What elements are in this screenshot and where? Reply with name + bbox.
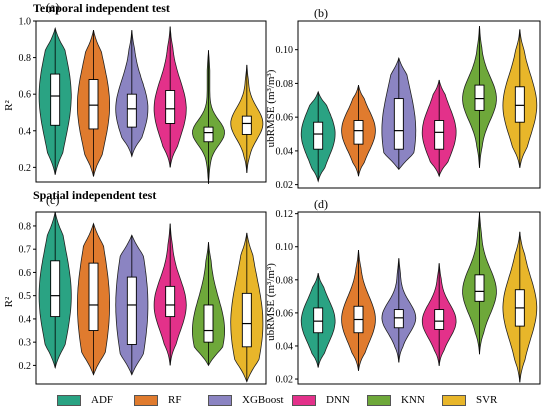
legend: ADF RF XGBoost DNN KNN SVR bbox=[30, 392, 550, 408]
panel-label: (a) bbox=[46, 0, 59, 14]
y-tick-label: 0.2 bbox=[19, 361, 32, 372]
y-tick-label: 0.08 bbox=[276, 275, 294, 286]
legend-swatch-rf bbox=[134, 394, 158, 406]
legend-label-dnn: DNN bbox=[326, 394, 350, 406]
box-dnn bbox=[434, 309, 445, 330]
box-knn bbox=[474, 84, 485, 111]
legend-item-rf: RF bbox=[134, 392, 181, 408]
y-tick-label: 0.02 bbox=[276, 375, 294, 386]
panel-label: (b) bbox=[314, 6, 328, 20]
box-svr bbox=[241, 115, 252, 135]
legend-swatch-adf bbox=[57, 394, 81, 406]
y-axis-label: ubRMSE (m³/m³) bbox=[265, 69, 277, 147]
legend-label-adf: ADF bbox=[91, 394, 114, 406]
box-xgboost bbox=[393, 98, 404, 150]
legend-label-xgboost: XGBoost bbox=[242, 394, 284, 406]
y-tick-label: 0.5 bbox=[19, 291, 32, 302]
y-tick-label: 0.04 bbox=[276, 146, 294, 157]
legend-swatch-dnn bbox=[292, 394, 316, 406]
y-tick-label: 0.10 bbox=[276, 242, 294, 253]
box-adf bbox=[313, 307, 324, 334]
panel-label: (c) bbox=[46, 193, 59, 207]
plot-frame-1 bbox=[35, 20, 267, 183]
legend-swatch-svr bbox=[442, 394, 466, 406]
y-axis-label: R² bbox=[3, 99, 15, 110]
box-xgboost bbox=[126, 276, 137, 345]
box-rf bbox=[88, 262, 99, 331]
y-tick-label: 0.12 bbox=[276, 209, 294, 220]
y-tick-label: 0.4 bbox=[19, 314, 32, 325]
box-knn bbox=[203, 126, 214, 143]
box-xgboost bbox=[126, 93, 137, 128]
box-dnn bbox=[165, 90, 176, 124]
plot-frame-3 bbox=[35, 211, 267, 385]
temporal-section-title: Temporal independent test bbox=[33, 1, 170, 15]
y-tick-label: 0.8 bbox=[19, 221, 32, 232]
y-tick-label: 0.06 bbox=[276, 113, 294, 124]
legend-swatch-xgboost bbox=[208, 394, 232, 406]
box-knn bbox=[203, 304, 214, 343]
y-tick-label: 0.6 bbox=[19, 90, 32, 101]
legend-item-knn: KNN bbox=[367, 392, 425, 408]
y-tick-label: 1.0 bbox=[19, 17, 32, 28]
box-rf bbox=[88, 79, 99, 130]
legend-label-knn: KNN bbox=[401, 394, 425, 406]
y-axis-label: ubRMSE (m³/m³) bbox=[265, 263, 277, 341]
y-axis-label: R² bbox=[3, 296, 15, 307]
y-tick-label: 0.3 bbox=[19, 338, 32, 349]
y-tick-label: 0.4 bbox=[19, 126, 32, 137]
panel-label: (d) bbox=[314, 197, 328, 211]
box-dnn bbox=[434, 120, 445, 150]
box-knn bbox=[474, 274, 485, 302]
box-adf bbox=[50, 73, 61, 126]
y-tick-label: 0.08 bbox=[276, 79, 294, 90]
box-svr bbox=[514, 86, 525, 123]
plot-frame-2 bbox=[297, 20, 541, 189]
legend-item-dnn: DNN bbox=[292, 392, 350, 408]
y-tick-label: 0.2 bbox=[19, 163, 32, 174]
box-rf bbox=[353, 120, 364, 145]
legend-label-rf: RF bbox=[168, 394, 182, 406]
box-svr bbox=[241, 292, 252, 348]
y-tick-label: 0.04 bbox=[276, 341, 294, 352]
legend-item-adf: ADF bbox=[57, 392, 113, 408]
y-tick-label: 0.6 bbox=[19, 268, 32, 279]
legend-swatch-knn bbox=[367, 394, 391, 406]
y-tick-label: 0.10 bbox=[276, 45, 294, 56]
box-adf bbox=[313, 121, 324, 150]
legend-label-svr: SVR bbox=[476, 394, 498, 406]
box-xgboost bbox=[393, 309, 404, 329]
box-adf bbox=[50, 260, 61, 318]
y-tick-label: 0.02 bbox=[276, 180, 294, 191]
y-tick-label: 0.06 bbox=[276, 308, 294, 319]
y-tick-label: 0.8 bbox=[19, 53, 32, 64]
legend-item-xgboost: XGBoost bbox=[208, 392, 284, 408]
legend-item-svr: SVR bbox=[442, 392, 497, 408]
spatial-section-title: Spatial independent test bbox=[33, 188, 157, 202]
y-tick-label: 0.7 bbox=[19, 245, 32, 256]
box-dnn bbox=[165, 285, 176, 318]
plot-frame-4 bbox=[297, 211, 541, 385]
